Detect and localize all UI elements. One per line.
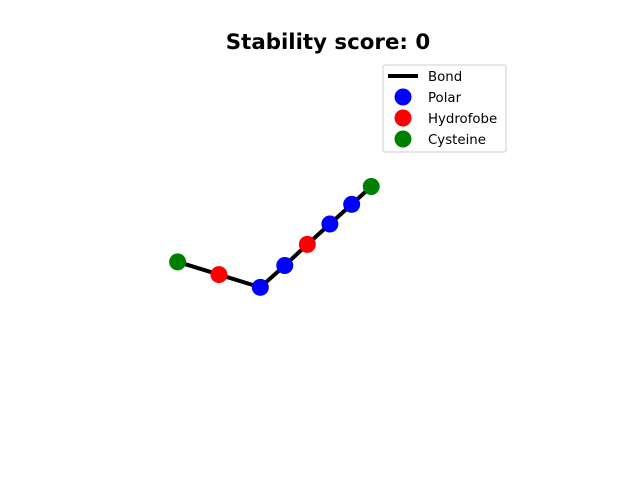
legend-frame — [382, 64, 507, 153]
legend-label-hydrofobe: Hydrofobe — [428, 112, 497, 127]
bond-line — [177, 185, 373, 290]
legend-swatch-cysteine — [394, 130, 412, 148]
plot-area — [169, 177, 380, 296]
legend-swatch-hydrofobe — [394, 109, 412, 127]
residue-point-6-polar — [321, 215, 339, 233]
residue-point-8-cysteine — [362, 177, 380, 195]
legend-label-bond: Bond — [428, 70, 462, 85]
residue-point-7-polar — [343, 195, 361, 213]
legend-label-polar: Polar — [428, 91, 462, 106]
legend: Bond Polar Hydrofobe Cysteine — [382, 64, 507, 153]
residue-point-2-hydrofobe — [210, 266, 228, 284]
residue-point-3-polar — [251, 278, 269, 296]
bond-lines — [177, 185, 373, 290]
residue-point-1-cysteine — [169, 253, 187, 271]
residue-point-4-polar — [276, 256, 294, 274]
legend-swatch-polar — [394, 88, 412, 106]
chart-title: Stability score: 0 — [226, 30, 430, 55]
residue-points — [169, 177, 380, 296]
residue-point-5-hydrofobe — [298, 235, 316, 253]
legend-label-cysteine: Cysteine — [428, 133, 486, 148]
